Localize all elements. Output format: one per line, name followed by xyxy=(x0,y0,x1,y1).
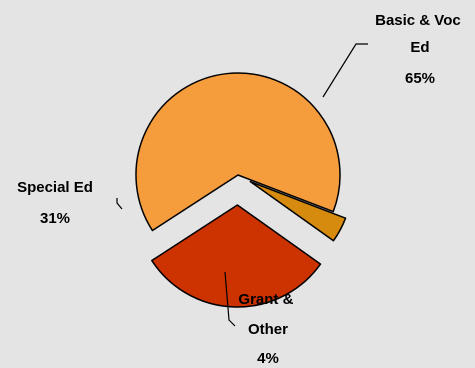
slice-percent-special-ed: 31% xyxy=(40,210,70,227)
leader-lines xyxy=(116,43,368,327)
leader-line-grant-other xyxy=(224,271,236,327)
pie-slices xyxy=(135,72,347,308)
slice-percent-basic-voc-ed: 65% xyxy=(405,70,435,87)
slice-percent-grant-other: 4% xyxy=(257,350,279,367)
leader-line-basic-voc-ed xyxy=(322,43,368,98)
slice-basic-voc-ed xyxy=(135,72,341,232)
slice-label-basic-voc-ed: Basic & Voc Ed xyxy=(375,12,465,56)
leader-line-special-ed xyxy=(116,198,123,210)
slice-label-special-ed: Special Ed xyxy=(17,179,93,196)
slice-special-ed xyxy=(151,204,322,308)
slice-label-grant-other: Grant & Other xyxy=(238,291,297,338)
slice-grant-other xyxy=(249,180,347,242)
